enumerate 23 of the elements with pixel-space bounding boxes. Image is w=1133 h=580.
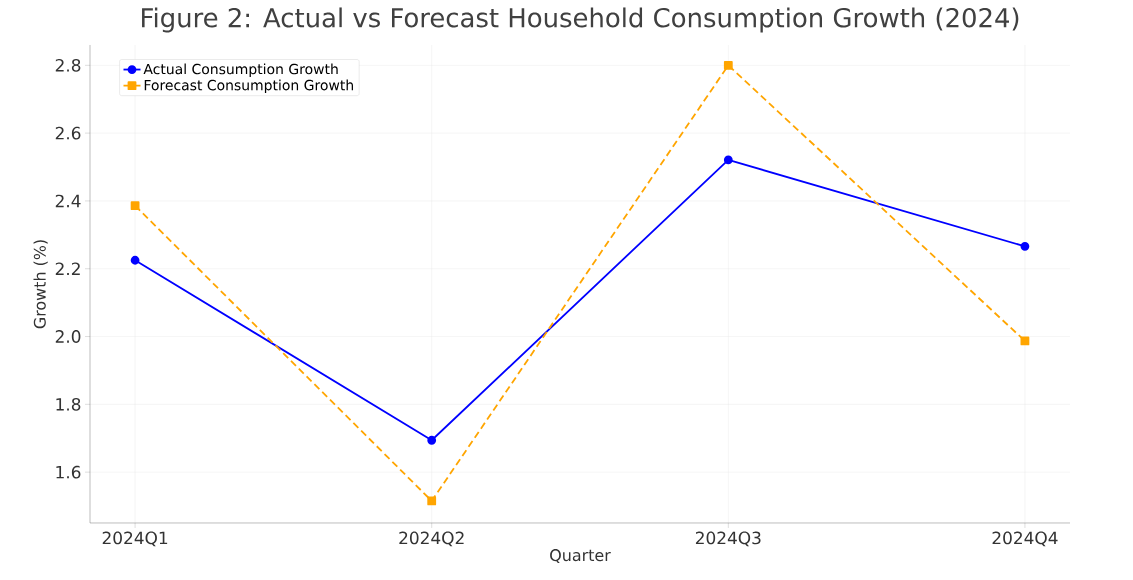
- point: [427, 435, 437, 445]
- y-tick-label: 2.0: [55, 330, 81, 343]
- legend-label: Actual Consumption Growth: [143, 63, 338, 78]
- point: [427, 496, 437, 506]
- point: [723, 155, 733, 165]
- point: [130, 255, 140, 265]
- y-tick-label: 2.6: [55, 126, 81, 140]
- x-tick-label: 2024Q1: [102, 531, 168, 547]
- y-tick-label: 2.8: [55, 58, 81, 72]
- y-tick-label: 2.2: [55, 262, 80, 276]
- y-tick-label: 2.4: [55, 194, 81, 208]
- point: [723, 60, 733, 70]
- point: [1020, 241, 1030, 251]
- y-tick-label: 1.8: [56, 397, 81, 411]
- x-tick-label: 2024Q4: [992, 531, 1058, 547]
- x-tick-label: 2024Q3: [695, 531, 761, 547]
- x-axis-title: Quarter: [550, 549, 611, 563]
- y-tick-label: 1.6: [56, 465, 81, 479]
- y-axis-title: Growth (%): [33, 240, 48, 329]
- x-tick-label: 2024Q2: [399, 531, 464, 547]
- point: [130, 201, 140, 211]
- legend-label: Forecast Consumption Growth: [144, 79, 353, 94]
- chart-title: Figure 2: Actual vs Forecast Household Consumption Growth (2024): [142, 7, 1019, 33]
